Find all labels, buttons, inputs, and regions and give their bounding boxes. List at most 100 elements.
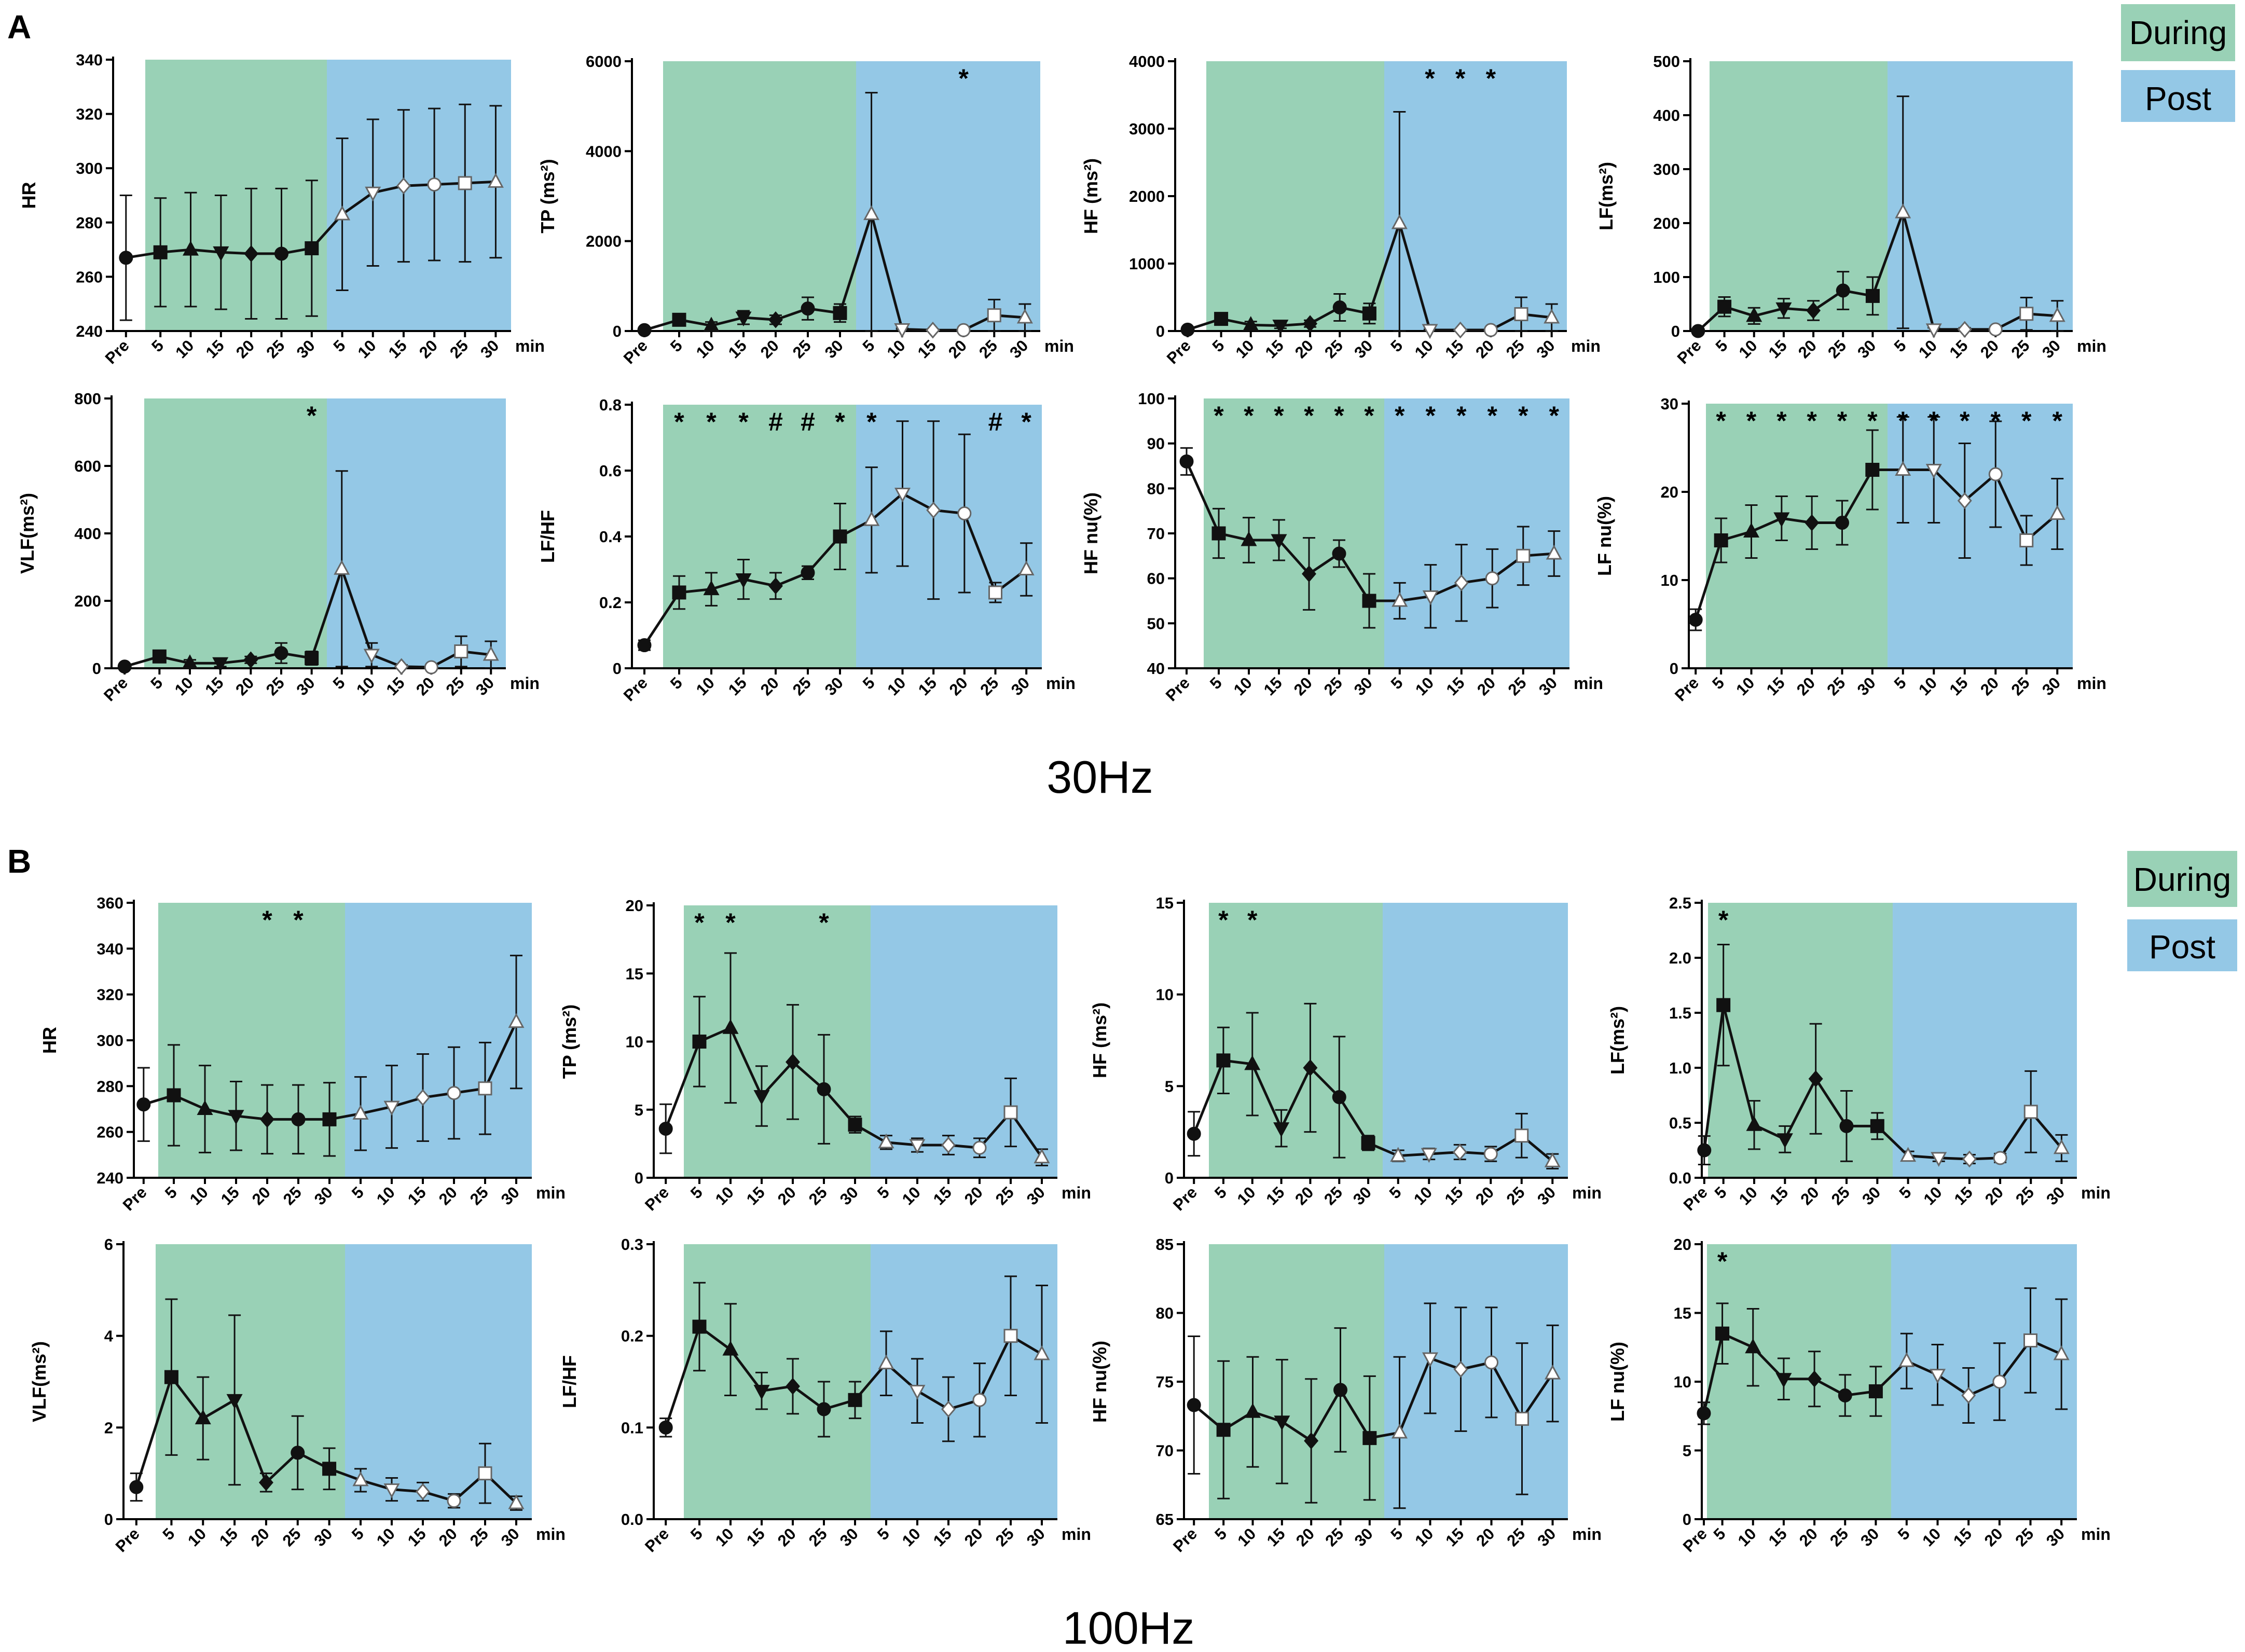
data-point (258, 1474, 273, 1491)
during-period-band (684, 905, 871, 1178)
post-period-band (1384, 61, 1567, 331)
y-axis-label: HF (ms²) (1080, 158, 1101, 234)
x-tick-label: 10 (1915, 673, 1940, 699)
y-tick-label: 0 (104, 1510, 113, 1529)
x-tick-label: 20 (232, 673, 257, 699)
x-tick-label: 15 (1763, 673, 1788, 699)
x-tick-label: 20 (1472, 336, 1497, 362)
x-tick-label: 5 (1387, 673, 1407, 693)
y-axis-label: HF nu(%) (1089, 1341, 1110, 1423)
data-point (334, 205, 351, 221)
x-tick-label: 15 (201, 673, 227, 699)
significance-marker: * (835, 407, 845, 436)
y-tick-label: 6 (104, 1235, 113, 1254)
data-point (1697, 1143, 1712, 1158)
x-tick-label: 20 (961, 1524, 986, 1550)
x-tick-label: 5 (1896, 1183, 1915, 1202)
y-axis-label: HF (ms²) (1089, 1002, 1110, 1078)
x-tick-label: 30 (821, 673, 847, 699)
x-tick-label: 30 (2043, 1524, 2068, 1550)
data-point (1392, 591, 1408, 607)
y-axis-label: LF/HF (559, 1355, 580, 1408)
significance-marker: * (1929, 406, 1939, 435)
post-period-band (1891, 1244, 2077, 1519)
data-point (1016, 308, 1033, 324)
data-point (1244, 1055, 1261, 1070)
data-point (1211, 526, 1226, 541)
x-tick-label: 30 (821, 336, 847, 362)
y-tick-label: 300 (1653, 160, 1680, 178)
data-point (1391, 214, 1408, 229)
data-point (1962, 1150, 1977, 1168)
x-tick-label: 10 (373, 1524, 398, 1550)
data-point (1992, 1374, 2007, 1389)
data-point (1333, 1383, 1347, 1397)
x-tick-label: 5 (148, 336, 167, 355)
x-tick-label: 5 (348, 1524, 367, 1544)
x-tick-label: 25 (992, 1524, 1017, 1550)
y-tick-label: 400 (1653, 106, 1680, 125)
data-point (1925, 323, 1942, 339)
x-unit-label: min (1044, 337, 1074, 355)
data-point (1422, 324, 1438, 339)
x-tick-label: 5 (1206, 673, 1225, 693)
y-tick-label: 6000 (586, 52, 622, 71)
data-point (768, 577, 783, 595)
data-point (458, 176, 472, 190)
data-point (1485, 571, 1499, 586)
x-tick-label: 25 (1503, 336, 1528, 362)
during-period-band (1209, 1244, 1384, 1519)
data-point (1775, 1373, 1792, 1388)
y-axis-label: LF(ms²) (1595, 162, 1617, 230)
data-point (197, 1100, 213, 1115)
y-tick-label: 15 (1674, 1304, 1691, 1323)
x-tick-label: 15 (743, 1183, 768, 1208)
legend-during-swatch (2127, 851, 2237, 907)
data-point (909, 1139, 926, 1154)
data-point (957, 506, 972, 521)
x-tick-label: 15 (202, 336, 228, 362)
frequency-label-30hz: 30Hz (1046, 751, 1153, 803)
data-point (1302, 565, 1316, 583)
data-point (878, 1354, 894, 1370)
y-tick-label: 75 (1156, 1373, 1174, 1391)
legend-during-label: During (2133, 861, 2232, 898)
x-tick-label: 5 (1387, 1524, 1407, 1544)
data-point (119, 251, 133, 265)
x-tick-label: 10 (1410, 1183, 1436, 1208)
x-tick-label: 10 (899, 1524, 924, 1550)
y-tick-label: 100 (1138, 390, 1165, 408)
significance-marker: * (1717, 1247, 1728, 1276)
y-tick-label: 500 (1653, 52, 1680, 71)
x-tick-label: 30 (1349, 1183, 1375, 1208)
data-point (1775, 302, 1792, 318)
during-period-band (145, 60, 327, 331)
post-period-band (1888, 404, 2073, 668)
x-tick-label: 30 (1534, 1524, 1559, 1550)
data-point (1988, 322, 2003, 337)
significance-marker: * (1960, 406, 1970, 435)
x-tick-label: 20 (946, 673, 971, 699)
post-period-band (856, 61, 1040, 331)
during-period-band (156, 1244, 345, 1519)
data-point (1835, 516, 1849, 530)
data-point (2019, 307, 2034, 321)
x-tick-label: 20 (1793, 673, 1819, 699)
data-point (1421, 1148, 1437, 1163)
data-point (1776, 1133, 1793, 1148)
post-period-band (327, 60, 511, 331)
x-tick-label: 5 (687, 1524, 706, 1544)
x-tick-label: 25 (1828, 1183, 1853, 1208)
x-tick-label: 30 (1533, 336, 1558, 362)
x-tick-label: 10 (1732, 673, 1758, 699)
data-point (1806, 302, 1821, 319)
x-tick-label: 5 (1211, 1524, 1230, 1544)
data-point (213, 246, 229, 261)
data-point (1362, 594, 1376, 608)
x-tick-label: 25 (2012, 1183, 2037, 1208)
data-point (447, 1086, 461, 1100)
data-point (672, 312, 686, 327)
